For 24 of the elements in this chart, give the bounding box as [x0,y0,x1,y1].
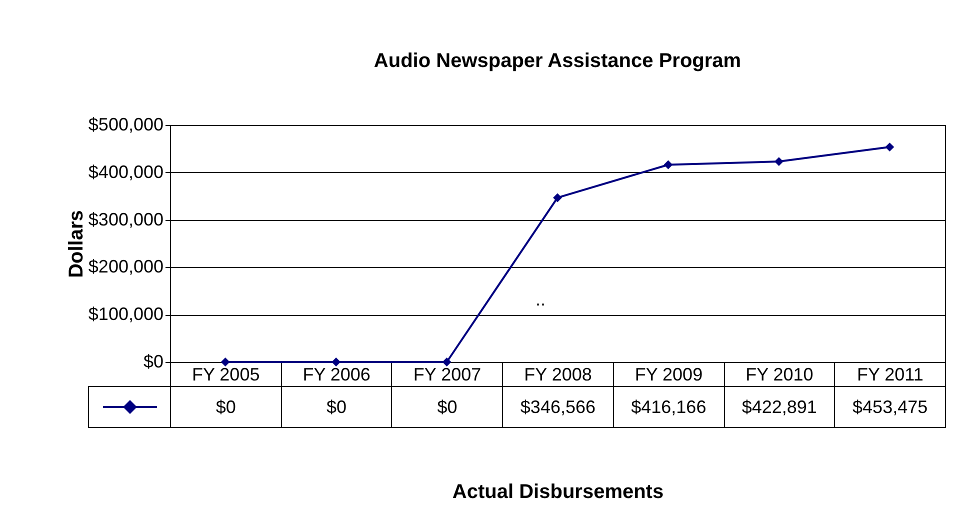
x-tick-label: FY 2006 [302,364,370,384]
x-tick-label: FY 2007 [413,364,482,384]
y-tick-label: $400,000 [88,162,164,182]
data-label: $0 [392,386,503,428]
y-tick-label: $300,000 [88,209,164,230]
y-tick-label: $500,000 [88,114,164,134]
y-axis-title: Dollars [65,210,88,278]
data-label: $416,166 [613,386,724,428]
x-tick-label: FY 2009 [634,364,703,384]
data-label: $346,566 [502,386,614,428]
annotation: .. [535,289,546,310]
x-tick-label: FY 2008 [524,364,592,384]
x-axis-title: Actual Disbursements [452,481,664,503]
data-label: $0 [170,386,282,428]
data-label: $0 [281,386,392,428]
y-tick-label: $100,000 [88,304,164,324]
x-tick-label: FY 2011 [856,364,924,384]
data-label: $422,891 [724,386,835,428]
y-tick-label: $0 [143,352,164,372]
y-tick-label: $200,000 [88,256,164,277]
data-label: $453,475 [834,386,946,428]
x-tick-label: FY 2005 [192,364,260,384]
x-tick-label: FY 2010 [746,364,814,384]
chart-title: Audio Newspaper Assistance Program [374,50,742,72]
